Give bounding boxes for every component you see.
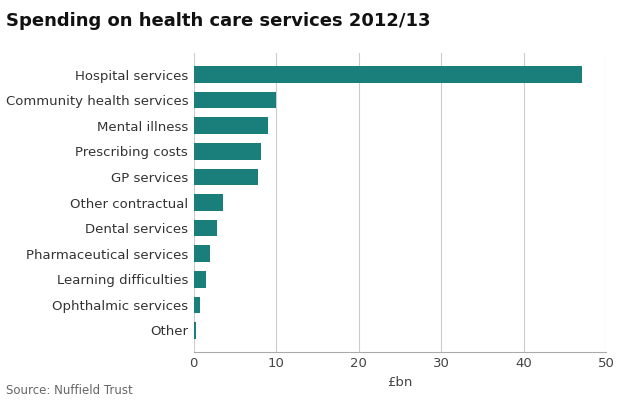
X-axis label: £bn: £bn [388,376,412,389]
Bar [194,66,581,83]
Bar [194,322,196,339]
Bar [194,296,201,313]
Bar [194,168,258,185]
Bar [194,143,261,160]
Bar [194,271,206,288]
Text: Source: Nuffield Trust: Source: Nuffield Trust [6,384,133,397]
Bar [194,245,210,262]
Bar [194,220,217,237]
Text: Spending on health care services 2012/13: Spending on health care services 2012/13 [6,12,431,30]
Bar [194,194,222,211]
Bar [194,117,268,134]
Bar [194,92,276,109]
